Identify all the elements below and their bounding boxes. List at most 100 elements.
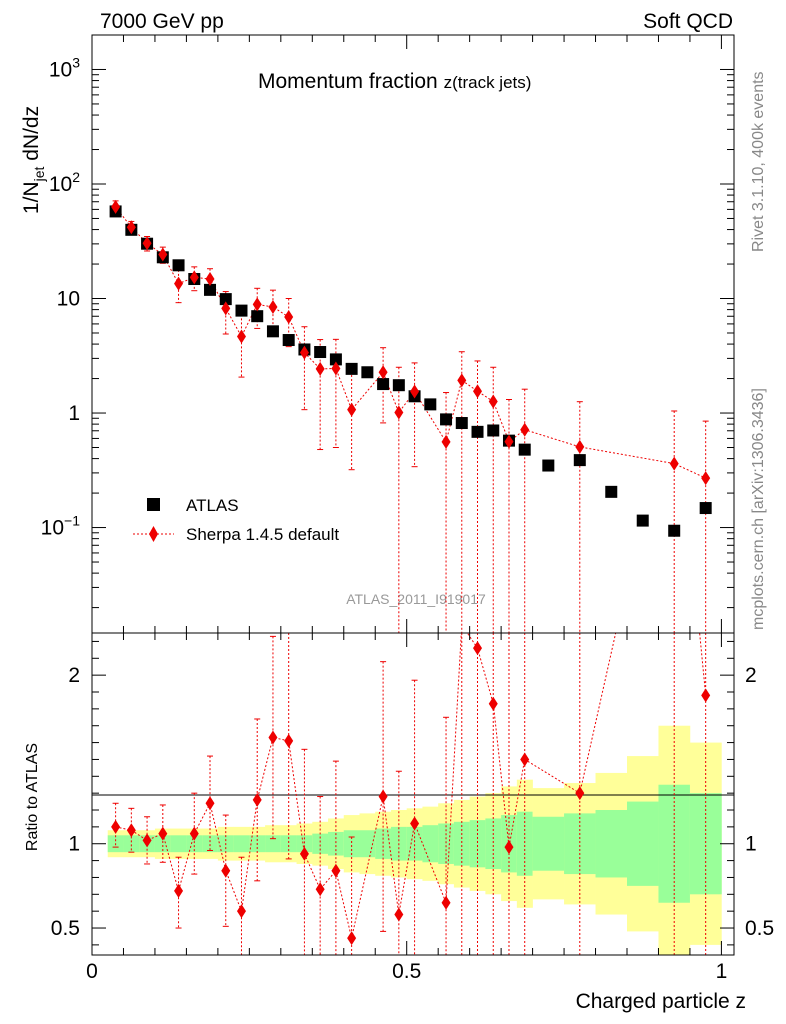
ratio-sherpa-point xyxy=(394,907,404,922)
sherpa-point xyxy=(347,402,357,417)
atlas-point xyxy=(668,524,681,537)
ratio-y-tick-label-right: 0.5 xyxy=(745,917,774,940)
ratio-band-inner xyxy=(658,784,691,903)
ratio-sherpa-point xyxy=(441,895,451,910)
ratio-y-tick-label-right: 2 xyxy=(745,664,757,687)
main-title-text: Momentum fraction xyxy=(258,70,444,93)
atlas-point xyxy=(605,485,618,498)
ratio-sherpa-point xyxy=(410,816,420,831)
ratio-x-ticks: 0 0.5 1 xyxy=(86,633,727,983)
ratio-band-inner xyxy=(170,835,187,853)
ratio-band-inner xyxy=(154,835,171,853)
atlas-point xyxy=(471,425,484,438)
sherpa-point xyxy=(394,405,404,420)
ratio-band-inner xyxy=(233,835,250,853)
legend-sherpa-label: Sherpa 1.4.5 default xyxy=(186,525,339,544)
sherpa-point xyxy=(205,272,215,287)
legend-atlas-marker xyxy=(147,498,160,511)
y-tick-label-exp: 3 xyxy=(72,54,80,70)
sherpa-point xyxy=(126,220,136,235)
sherpa-point xyxy=(441,434,451,449)
ratio-band-inner xyxy=(202,835,219,853)
atlas-point xyxy=(487,424,500,437)
atlas-point xyxy=(219,293,232,306)
y-label-rest: dN/dz xyxy=(20,106,43,167)
ratio-band-inner xyxy=(280,835,297,853)
sherpa-point xyxy=(457,373,467,388)
ratio-panel: 0.5 0.51 12 2 0 0.5 1 Ratio to ATLAS Charged … xyxy=(24,632,774,1013)
atlas-point xyxy=(266,325,279,338)
ratio-sherpa-point xyxy=(268,730,278,745)
sherpa-point xyxy=(299,345,309,360)
ratio-sherpa-point xyxy=(205,796,215,811)
ratio-sherpa-point xyxy=(347,931,357,946)
sherpa-point xyxy=(236,329,246,344)
sherpa-point xyxy=(284,309,294,324)
atlas-point xyxy=(542,459,555,472)
y-tick-label-base: 10 xyxy=(57,288,80,311)
legend-sherpa-marker xyxy=(149,526,158,542)
sherpa-point xyxy=(158,247,168,262)
atlas-point xyxy=(636,514,649,527)
ratio-y-tick-label-left: 2 xyxy=(68,664,80,687)
ratio-y-tick-label-left: 1 xyxy=(68,833,80,856)
analysis-watermark: ATLAS_2011_I919017 xyxy=(346,591,486,607)
ratio-band-inner xyxy=(359,830,376,858)
ratio-y-ticks: 0.5 0.5 1 1 2 2 xyxy=(51,640,774,946)
x-tick-label: 1 xyxy=(716,960,728,983)
ratio-band-inner xyxy=(485,818,502,870)
atlas-point xyxy=(204,283,217,296)
ratio-band-inner xyxy=(453,821,470,866)
sherpa-line xyxy=(115,206,706,479)
main-x-ticks xyxy=(91,35,722,633)
ratio-sherpa-point xyxy=(378,789,388,804)
legend: ATLAS Sherpa 1.4.5 default xyxy=(133,496,339,544)
ratio-band-inner xyxy=(532,816,565,871)
sherpa-point xyxy=(504,434,514,449)
atlas-point xyxy=(455,417,468,430)
ratio-band-inner xyxy=(564,813,596,875)
ratio-sherpa-point xyxy=(473,641,483,656)
ratio-clipped-group xyxy=(111,633,711,955)
ratio-band-inner xyxy=(328,831,345,856)
y-tick-label: 10−1 xyxy=(41,513,81,540)
sherpa-point xyxy=(331,361,341,376)
sherpa-point xyxy=(378,365,388,380)
ratio-band-inner xyxy=(438,823,455,864)
x-tick-label: 0.5 xyxy=(392,960,421,983)
atlas-point xyxy=(377,378,390,391)
ratio-band-inner xyxy=(469,820,486,868)
ratio-band-inner xyxy=(343,830,360,858)
ratio-sherpa-point xyxy=(142,833,152,848)
sherpa-point xyxy=(268,300,278,315)
ratio-band-inner xyxy=(375,828,392,859)
ratio-sherpa-point xyxy=(520,752,530,767)
ratio-band-inner xyxy=(296,835,313,853)
y-tick-label: 1 xyxy=(68,402,80,425)
y-tick-label-base: 10 xyxy=(41,517,64,540)
ratio-band-inner xyxy=(689,793,722,895)
ratio-sherpa-point xyxy=(575,786,585,801)
ratio-panel-frame xyxy=(91,632,735,956)
y-tick-label: 102 xyxy=(49,169,80,196)
ratio-sherpa-point xyxy=(174,883,184,898)
y-tick-label-exp: −1 xyxy=(64,513,80,529)
header-beam-label: 7000 GeV pp xyxy=(100,10,224,33)
ratio-sherpa-point xyxy=(299,846,309,861)
sherpa-point xyxy=(410,384,420,399)
sherpa-point xyxy=(575,439,585,454)
atlas-point xyxy=(329,353,342,366)
ratio-sherpa-point xyxy=(111,819,121,834)
ratio-sherpa-point xyxy=(236,904,246,919)
ratio-sherpa-point xyxy=(221,863,231,878)
atlas-point xyxy=(345,362,358,375)
ratio-band-inner xyxy=(406,826,423,861)
sherpa-point xyxy=(174,276,184,291)
ratio-sherpa-point xyxy=(158,826,168,841)
ratio-sherpa-line xyxy=(115,633,707,939)
ratio-band-inner xyxy=(186,835,203,853)
y-label-sub: jet xyxy=(31,167,47,183)
atlas-point xyxy=(573,454,586,467)
ratio-sherpa-point xyxy=(504,840,514,855)
atlas-point xyxy=(392,379,405,392)
